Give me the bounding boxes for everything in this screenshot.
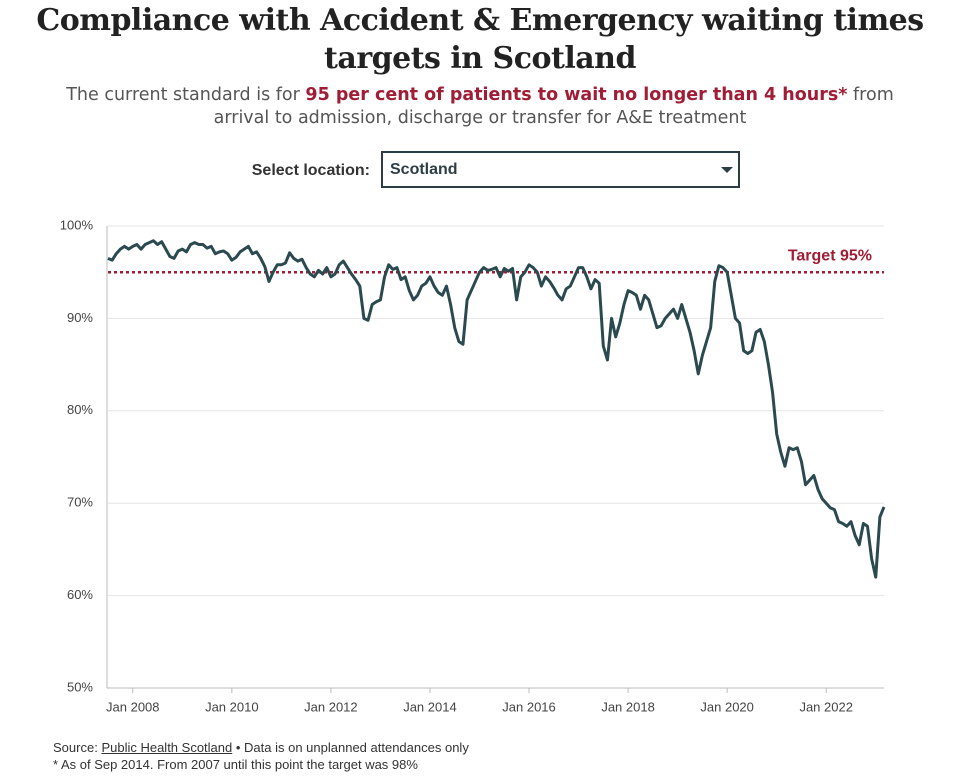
y-tick-label: 50% <box>67 679 93 694</box>
location-dropdown[interactable]: Scotland <box>381 151 740 188</box>
source-note: • Data is on unplanned attendances only <box>235 740 469 755</box>
dropdown-value[interactable]: Scotland <box>390 161 458 178</box>
plot-area: 50% 60% 70% 80% 90% 100% Jan 2008 Jan 2010 Jan 2… <box>60 217 886 714</box>
dropdown-box[interactable] <box>381 151 740 188</box>
x-tick-label: Jan 2012 <box>304 699 358 714</box>
subtitle: The current standard is for 95 per cent … <box>60 84 900 130</box>
footnote: * As of Sep 2014. From 2007 until this p… <box>53 757 418 772</box>
x-tick-label: Jan 2008 <box>106 699 160 714</box>
subtitle-text: from arrival to admission, discharge or … <box>213 85 894 128</box>
source-link[interactable]: Public Health Scotland <box>101 740 233 755</box>
y-tick-label: 80% <box>67 402 93 417</box>
x-tick-label: Jan 2010 <box>205 699 259 714</box>
x-tick-label: Jan 2016 <box>502 699 556 714</box>
subtitle-highlight: 95 per cent of patients to wait no longe… <box>305 85 848 105</box>
footer: Source: Public Health Scotland • Data is… <box>53 739 469 773</box>
target-label: Target 95% <box>788 247 872 264</box>
source-prefix: Source: <box>53 740 98 755</box>
x-tick-label: Jan 2022 <box>799 699 853 714</box>
x-tick-label: Jan 2020 <box>700 699 754 714</box>
y-tick-label: 100% <box>60 217 94 232</box>
series-line <box>107 239 886 579</box>
chart-title: Compliance with Accident & Emergency wai… <box>36 3 924 76</box>
y-tick-label: 70% <box>67 495 93 510</box>
x-tick-label: Jan 2014 <box>403 699 457 714</box>
x-tick-label: Jan 2018 <box>601 699 655 714</box>
control-label: Select location: <box>252 162 370 179</box>
y-tick-label: 90% <box>67 310 93 325</box>
source-line: Source: Public Health Scotland • Data is… <box>53 739 469 756</box>
dropdown-arrow[interactable] <box>721 167 733 173</box>
subtitle-text: The current standard is for <box>66 85 300 105</box>
y-tick-label: 60% <box>67 587 93 602</box>
